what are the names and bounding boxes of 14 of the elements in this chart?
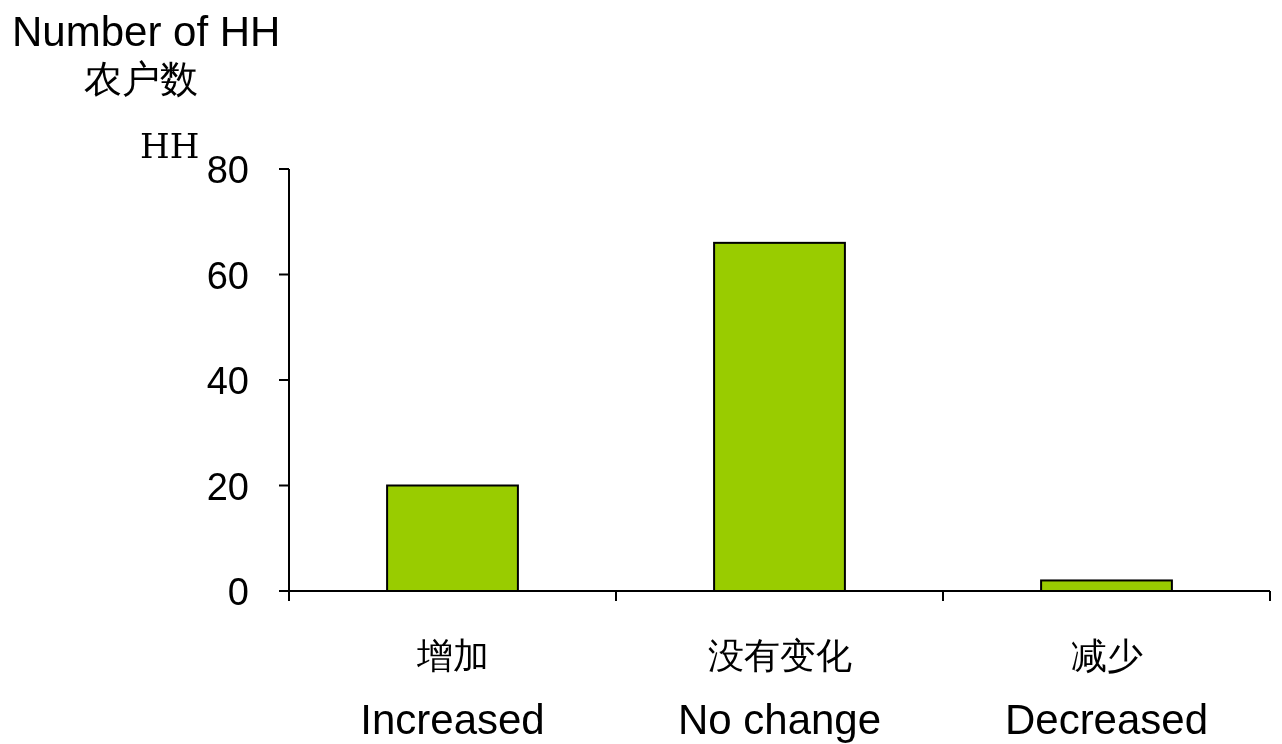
xtick: Decreased	[1004, 696, 1209, 743]
ytick: 60	[206, 254, 249, 297]
ytick: 80	[206, 149, 249, 191]
xtick: 减少	[1070, 635, 1143, 676]
xtick: No change	[677, 696, 882, 743]
ytick: 20	[206, 465, 249, 508]
xtick: 增加	[416, 635, 489, 676]
ytick: 0	[227, 571, 249, 613]
annotation: HH	[140, 126, 200, 166]
ylabel: Number of HH	[12, 8, 281, 55]
ylabel: 农户数	[84, 57, 198, 101]
xtick: Increased	[360, 696, 545, 743]
xtick: 没有变化	[707, 635, 852, 676]
ytick: 40	[206, 360, 249, 402]
